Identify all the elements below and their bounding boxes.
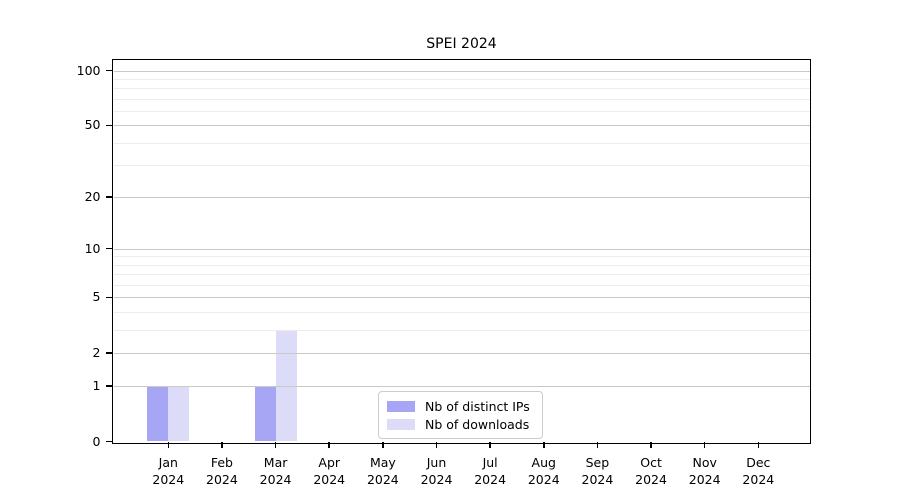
x-axis-tick-label: Jun 2024: [420, 454, 453, 487]
y-axis-tick: [106, 69, 112, 72]
bar-distinct-ips: [254, 385, 276, 442]
bar-distinct-ips: [147, 385, 169, 442]
x-axis-tick: [167, 441, 170, 448]
y-axis-tick-label: 20: [84, 188, 101, 204]
y-axis-tick-label: 100: [76, 62, 101, 78]
y-axis-tick: [106, 196, 112, 198]
x-axis-tick: [703, 441, 706, 448]
legend-entry: Nb of downloads: [387, 415, 530, 433]
gridline-minor: [113, 78, 810, 80]
gridline-minor: [113, 285, 810, 287]
x-axis-tick: [328, 441, 330, 448]
gridline-minor: [113, 264, 810, 266]
y-axis-tick: [106, 385, 112, 387]
gridline-major: [113, 385, 810, 387]
gridline-minor: [113, 256, 810, 258]
y-axis-tick: [106, 352, 112, 354]
legend-label: Nb of distinct IPs: [425, 398, 530, 414]
gridline-major: [113, 125, 810, 127]
y-axis-tick: [106, 440, 112, 443]
y-axis-tick-label: 0: [92, 433, 101, 449]
gridline-minor: [113, 98, 810, 100]
gridline-minor: [113, 111, 810, 113]
x-axis-tick: [435, 441, 438, 448]
x-axis-tick-label: Sep 2024: [581, 454, 614, 487]
gridline-major: [113, 353, 810, 355]
x-axis-tick-label: Mar 2024: [259, 454, 292, 487]
gridline-major: [113, 196, 810, 198]
y-axis-tick-label: 50: [84, 117, 101, 133]
chart-title: SPEI 2024: [426, 36, 497, 52]
legend-swatch: [387, 418, 415, 430]
x-axis-tick-label: Aug 2024: [527, 454, 560, 487]
gridline-minor: [113, 165, 810, 167]
y-axis-tick-label: 10: [84, 240, 101, 256]
legend-swatch: [387, 400, 415, 412]
gridline-minor: [113, 312, 810, 314]
gridline-minor: [113, 88, 810, 90]
gridline-major: [113, 70, 810, 72]
x-axis-tick: [274, 441, 277, 448]
gridline-major: [113, 297, 810, 299]
bar-downloads: [168, 385, 190, 442]
x-axis-tick-label: Dec 2024: [742, 454, 775, 487]
gridline-minor: [113, 142, 810, 144]
x-axis-tick: [489, 441, 491, 448]
x-axis-tick-label: Feb 2024: [206, 454, 238, 487]
x-axis-tick: [543, 441, 545, 448]
x-axis-tick: [382, 441, 384, 448]
x-axis-tick: [650, 441, 652, 448]
x-axis-tick-label: Apr 2024: [313, 454, 346, 487]
legend-entry: Nb of distinct IPs: [387, 397, 530, 415]
x-axis-tick: [221, 441, 223, 448]
x-axis-tick-label: Jul 2024: [474, 454, 507, 487]
plot-area: [112, 59, 811, 444]
x-axis-tick-label: Jan 2024: [152, 454, 185, 487]
gridline-major: [113, 248, 810, 250]
x-axis-tick-label: Oct 2024: [635, 454, 667, 487]
y-axis-tick-label: 1: [92, 377, 101, 393]
y-axis-tick: [106, 296, 112, 299]
y-axis-tick-label: 5: [92, 289, 101, 305]
legend-label: Nb of downloads: [425, 416, 530, 432]
x-axis-tick: [596, 441, 599, 448]
y-axis-tick: [106, 247, 112, 250]
x-axis-tick-label: May 2024: [366, 454, 399, 487]
x-axis-tick-label: Nov 2024: [688, 454, 721, 487]
y-axis-tick-label: 2: [92, 345, 101, 361]
y-axis-tick: [106, 124, 112, 127]
x-axis-tick: [757, 441, 760, 448]
gridline-minor: [113, 274, 810, 276]
legend: Nb of distinct IPs Nb of downloads: [378, 391, 543, 439]
gridline-minor: [113, 330, 810, 332]
